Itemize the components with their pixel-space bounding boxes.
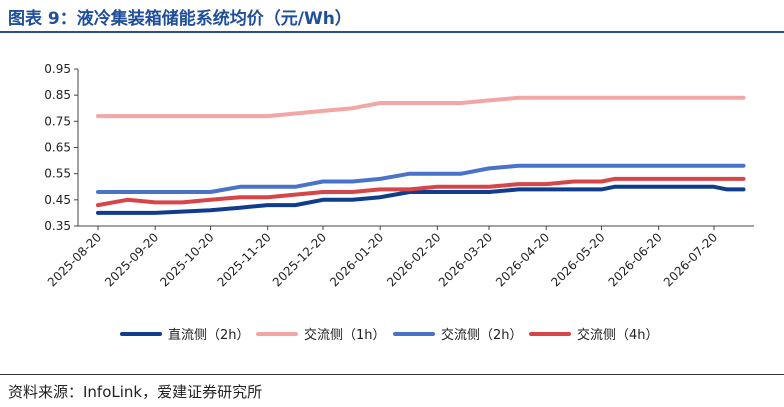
x-tick-label: 2026-07-20 xyxy=(661,230,720,289)
x-tick-label: 2026-05-20 xyxy=(548,230,607,289)
y-tick-label: 0.85 xyxy=(44,88,71,102)
y-tick-label: 0.75 xyxy=(44,114,71,128)
series-line-3 xyxy=(96,163,746,194)
y-tick-label: 0.35 xyxy=(44,219,71,233)
y-tick-label: 0.95 xyxy=(44,62,71,76)
footer-divider xyxy=(0,374,784,375)
chart-title: 图表 9：液冷集装箱储能系统均价（元/Wh） xyxy=(8,9,352,29)
source-note: 资料来源：InfoLink，爱建证券研究所 xyxy=(8,383,263,401)
series-line-1 xyxy=(96,184,746,215)
x-tick-label: 2025-12-20 xyxy=(270,230,329,289)
x-tick-label: 2026-01-20 xyxy=(327,230,386,289)
legend-label-2: 交流侧（1h） xyxy=(304,327,386,343)
y-tick-label: 0.45 xyxy=(44,193,71,207)
x-tick-label: 2026-03-20 xyxy=(436,230,495,289)
title-divider xyxy=(0,31,784,33)
x-tick-label: 2025-09-20 xyxy=(102,230,161,289)
x-tick-label: 2026-04-20 xyxy=(493,230,552,289)
y-tick-label: 0.55 xyxy=(44,167,71,181)
x-tick-label: 2025-08-20 xyxy=(45,230,104,289)
x-tick-label: 2026-06-20 xyxy=(606,230,665,289)
x-tick-label: 2026-02-20 xyxy=(384,230,443,289)
legend-label-4: 交流侧（4h） xyxy=(577,327,659,343)
legend-label-3: 交流侧（2h） xyxy=(441,327,523,343)
series-line-4 xyxy=(96,176,746,208)
series-line-2 xyxy=(96,95,746,119)
legend-label-1: 直流侧（2h） xyxy=(168,328,250,343)
x-tick-label: 2025-11-20 xyxy=(215,230,274,289)
line-chart: 0.350.450.550.650.750.850.952025-08-2020… xyxy=(44,62,754,343)
x-tick-label: 2025-10-20 xyxy=(157,230,216,289)
y-tick-label: 0.65 xyxy=(44,141,71,155)
